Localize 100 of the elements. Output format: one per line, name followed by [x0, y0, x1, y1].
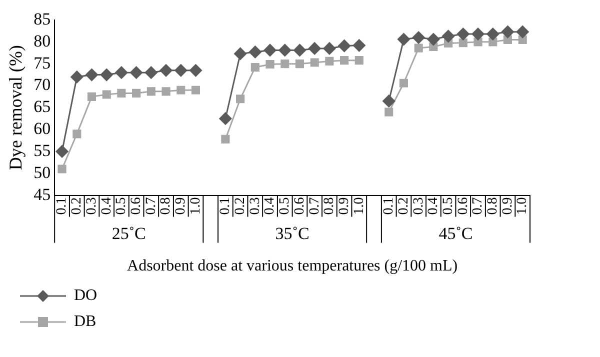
- point: [382, 94, 396, 108]
- point: [293, 44, 306, 56]
- point: [174, 64, 188, 77]
- point: [56, 145, 68, 158]
- point: [412, 31, 425, 44]
- x-tick-label: 0.6: [456, 197, 471, 215]
- point: [189, 64, 202, 77]
- x-tick-label: 0.7: [470, 197, 486, 215]
- point: [501, 26, 514, 38]
- point: [352, 39, 366, 52]
- point: [264, 44, 276, 56]
- x-tick-label: 1.0: [515, 197, 530, 215]
- point: [221, 134, 230, 144]
- x-tick-label: 0.8: [158, 197, 174, 215]
- point: [70, 70, 84, 84]
- point: [397, 33, 410, 46]
- x-tick-label: 0.3: [248, 197, 263, 215]
- point: [384, 108, 394, 116]
- text: 45˚C: [438, 224, 473, 243]
- x-tick-label: 0.6: [292, 197, 308, 215]
- point: [130, 66, 143, 79]
- point: [176, 86, 186, 94]
- point: [399, 78, 408, 88]
- y-tick-label: 70: [34, 75, 51, 94]
- point: [456, 28, 470, 40]
- point: [442, 30, 455, 42]
- x-axis-title: Adsorbent dose at various temperatures (g/100 mL): [127, 258, 458, 275]
- point: [414, 44, 423, 52]
- point: [72, 130, 82, 138]
- x-tick-label: 0.2: [232, 197, 248, 215]
- y-tick-label: 85: [34, 9, 51, 28]
- x-tick-label: 1.0: [352, 197, 367, 215]
- x-tick-label: 1.0: [188, 197, 204, 215]
- point: [266, 60, 274, 69]
- point: [338, 40, 351, 52]
- x-tick-label: 0.9: [336, 197, 352, 215]
- point: [234, 47, 247, 60]
- point: [295, 60, 304, 68]
- point: [458, 38, 468, 48]
- point: [486, 28, 500, 40]
- x-tick-label: 0.2: [70, 197, 85, 215]
- point: [162, 87, 170, 96]
- point: [219, 112, 232, 125]
- x-tick-label: 0.3: [411, 197, 426, 215]
- point: [87, 92, 96, 101]
- point: [427, 33, 440, 46]
- point: [250, 63, 260, 72]
- point: [85, 68, 98, 82]
- point: [117, 88, 126, 98]
- point: [518, 35, 527, 44]
- x-tick-label: 0.1: [382, 197, 397, 215]
- y-tick-label: 45: [34, 184, 51, 204]
- point: [354, 56, 364, 65]
- point: [278, 44, 292, 56]
- point: [248, 46, 262, 58]
- x-tick-label: 0.2: [396, 197, 412, 215]
- x-tick-label: 0.6: [128, 197, 144, 215]
- text: 35˚C: [275, 224, 310, 243]
- point: [310, 58, 319, 67]
- point: [132, 88, 141, 98]
- y-tick-label: 65: [34, 97, 51, 116]
- point: [472, 28, 484, 40]
- y-tick-label: 55: [34, 140, 51, 160]
- legend-label: DO: [74, 287, 98, 305]
- y-tick-label: 60: [34, 119, 51, 138]
- x-tick-label: 0.1: [218, 197, 234, 215]
- x-tick-label: 0.9: [174, 197, 189, 215]
- x-tick-label: 0.4: [262, 197, 278, 215]
- legend-label: DB: [74, 313, 96, 331]
- x-tick-label: 0.1: [54, 197, 70, 215]
- x-tick-label: 0.3: [84, 197, 100, 215]
- point: [102, 90, 111, 99]
- point: [340, 56, 349, 65]
- point: [323, 42, 336, 55]
- point: [144, 66, 158, 79]
- x-tick-label: 0.5: [440, 197, 456, 215]
- x-tick-label: 0.7: [307, 197, 322, 215]
- point: [146, 87, 156, 96]
- point: [325, 56, 334, 66]
- y-axis-title: Dye removal (%): [6, 45, 26, 170]
- x-tick-label: 0.8: [322, 197, 338, 215]
- point: [58, 164, 66, 174]
- point: [100, 68, 113, 82]
- point: [516, 26, 529, 38]
- x-tick-label: 0.5: [278, 197, 293, 215]
- point: [280, 60, 290, 68]
- x-tick-label: 0.9: [500, 197, 516, 215]
- text: 25˚C: [112, 224, 146, 243]
- x-tick-label: 0.7: [144, 197, 159, 215]
- point: [115, 66, 128, 79]
- y-tick-label: 50: [34, 162, 51, 182]
- y-tick-label: 75: [34, 53, 51, 72]
- x-tick-label: 0.4: [99, 197, 114, 215]
- point: [308, 42, 321, 55]
- x-tick-label: 0.5: [114, 197, 130, 215]
- point: [160, 64, 172, 77]
- y-tick-label: 80: [34, 31, 51, 50]
- x-tick-label: 0.8: [486, 197, 501, 215]
- x-tick-label: 0.4: [426, 197, 442, 215]
- point: [191, 86, 200, 94]
